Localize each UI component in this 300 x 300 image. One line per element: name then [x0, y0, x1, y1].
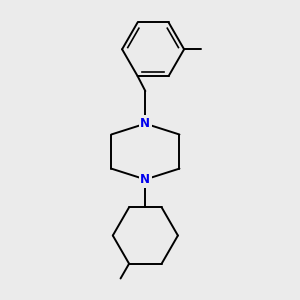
Text: N: N: [140, 173, 150, 186]
Text: N: N: [140, 117, 150, 130]
